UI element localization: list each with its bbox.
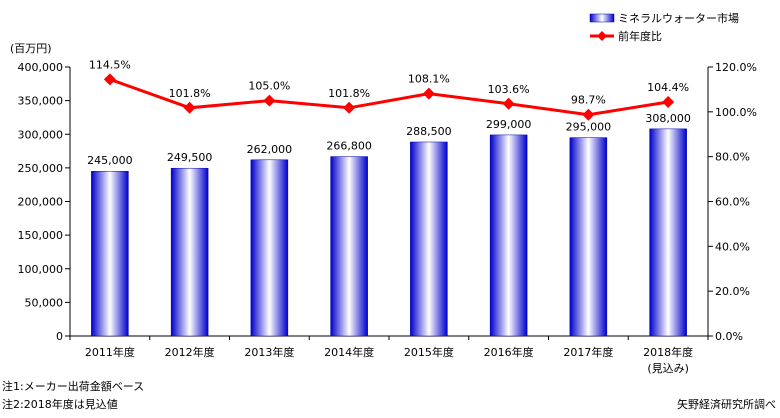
legend-swatch-bar: [589, 13, 615, 23]
y-tick-label: 400,000: [18, 61, 64, 74]
line-data-label: 103.6%: [488, 83, 530, 96]
bar: [330, 156, 368, 337]
legend-marker-line: [597, 31, 607, 41]
series-line-ratio: [109, 77, 669, 117]
y2-tick-label: 120.0%: [715, 61, 757, 74]
x-tick-label: 2014年度: [324, 345, 374, 359]
line-point: [343, 101, 356, 114]
line-data-label: 101.8%: [169, 87, 211, 100]
note-2: 注2:2018年度は見込値: [2, 398, 118, 411]
y-tick-label: 350,000: [18, 95, 64, 108]
x-tick-label: 2016年度: [484, 345, 534, 359]
bar-data-label: 295,000: [566, 121, 612, 134]
x-tick-sublabel: (見込み): [647, 362, 689, 375]
line-point: [502, 97, 515, 110]
bar-data-label: 266,800: [326, 140, 372, 153]
bar-data-label: 262,000: [247, 143, 293, 156]
line-point: [183, 101, 196, 114]
bar-data-label: 308,000: [645, 112, 691, 125]
bar: [410, 141, 448, 337]
legend-label-line: 前年度比: [618, 29, 662, 43]
x-tick-label: 2017年度: [563, 345, 613, 359]
bar-data-label: 249,500: [167, 151, 213, 164]
bar: [91, 170, 129, 337]
bar-data-label: 245,000: [87, 154, 133, 167]
y-tick-label: 50,000: [25, 296, 64, 309]
x-tick-label: 2012年度: [165, 345, 215, 359]
bar: [489, 134, 528, 337]
line-data-label: 98.7%: [571, 94, 606, 107]
bar: [170, 167, 209, 337]
bar: [569, 137, 608, 337]
line-point: [263, 94, 276, 107]
y2-tick-label: 40.0%: [715, 240, 750, 253]
source-credit: 矢野経済研究所調べ: [677, 398, 776, 411]
y2-tick-label: 100.0%: [715, 106, 757, 119]
y2-tick-label: 80.0%: [715, 151, 750, 164]
y-tick-label: 0: [56, 330, 63, 343]
y-tick-label: 150,000: [18, 229, 64, 242]
line-point: [662, 95, 675, 108]
line-data-label: 101.8%: [328, 87, 370, 100]
bar-data-label: 299,000: [486, 118, 532, 131]
x-tick-label: 2013年度: [244, 345, 294, 359]
bar-data-label: 288,500: [406, 125, 452, 138]
line-data-label: 104.4%: [647, 81, 689, 94]
y-tick-label: 200,000: [18, 196, 64, 209]
line-point: [103, 73, 116, 86]
line-point: [582, 108, 595, 121]
line-point: [422, 87, 435, 100]
y2-tick-label: 60.0%: [715, 196, 750, 209]
y2-tick-label: 20.0%: [715, 285, 750, 298]
y-tick-label: 100,000: [18, 263, 64, 276]
x-tick-label: 2015年度: [404, 345, 454, 359]
y-axis-unit: (百万円): [10, 42, 52, 55]
line-data-label: 108.1%: [408, 73, 450, 86]
x-tick-label: 2018年度: [643, 345, 693, 359]
note-1: 注1:メーカー出荷金額ベース: [2, 380, 145, 393]
bar: [250, 159, 289, 337]
line-data-label: 114.5%: [89, 58, 131, 71]
line-data-label: 105.0%: [248, 80, 290, 93]
x-tick-label: 2011年度: [85, 345, 135, 359]
y2-tick-label: 0.0%: [715, 330, 743, 343]
legend-label-bar: ミネラルウォーター市場: [618, 11, 739, 25]
y-tick-label: 250,000: [18, 162, 64, 175]
bar: [649, 128, 687, 337]
y-tick-label: 300,000: [18, 128, 64, 141]
